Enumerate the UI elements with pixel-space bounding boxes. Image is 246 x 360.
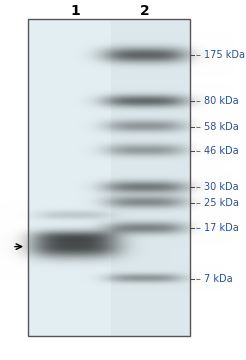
Text: – 7 kDa: – 7 kDa [196, 274, 233, 284]
Text: 1: 1 [70, 4, 80, 18]
Bar [28, 19, 190, 336]
Text: – 25 kDa: – 25 kDa [196, 198, 239, 208]
Text: – 17 kDa: – 17 kDa [196, 223, 239, 233]
Text: – 30 kDa: – 30 kDa [196, 182, 239, 192]
Text: 2: 2 [140, 4, 150, 18]
Text: – 175 kDa: – 175 kDa [196, 50, 245, 60]
Text: – 58 kDa: – 58 kDa [196, 122, 239, 132]
Text: – 46 kDa: – 46 kDa [196, 145, 239, 156]
Text: – 80 kDa: – 80 kDa [196, 96, 239, 107]
